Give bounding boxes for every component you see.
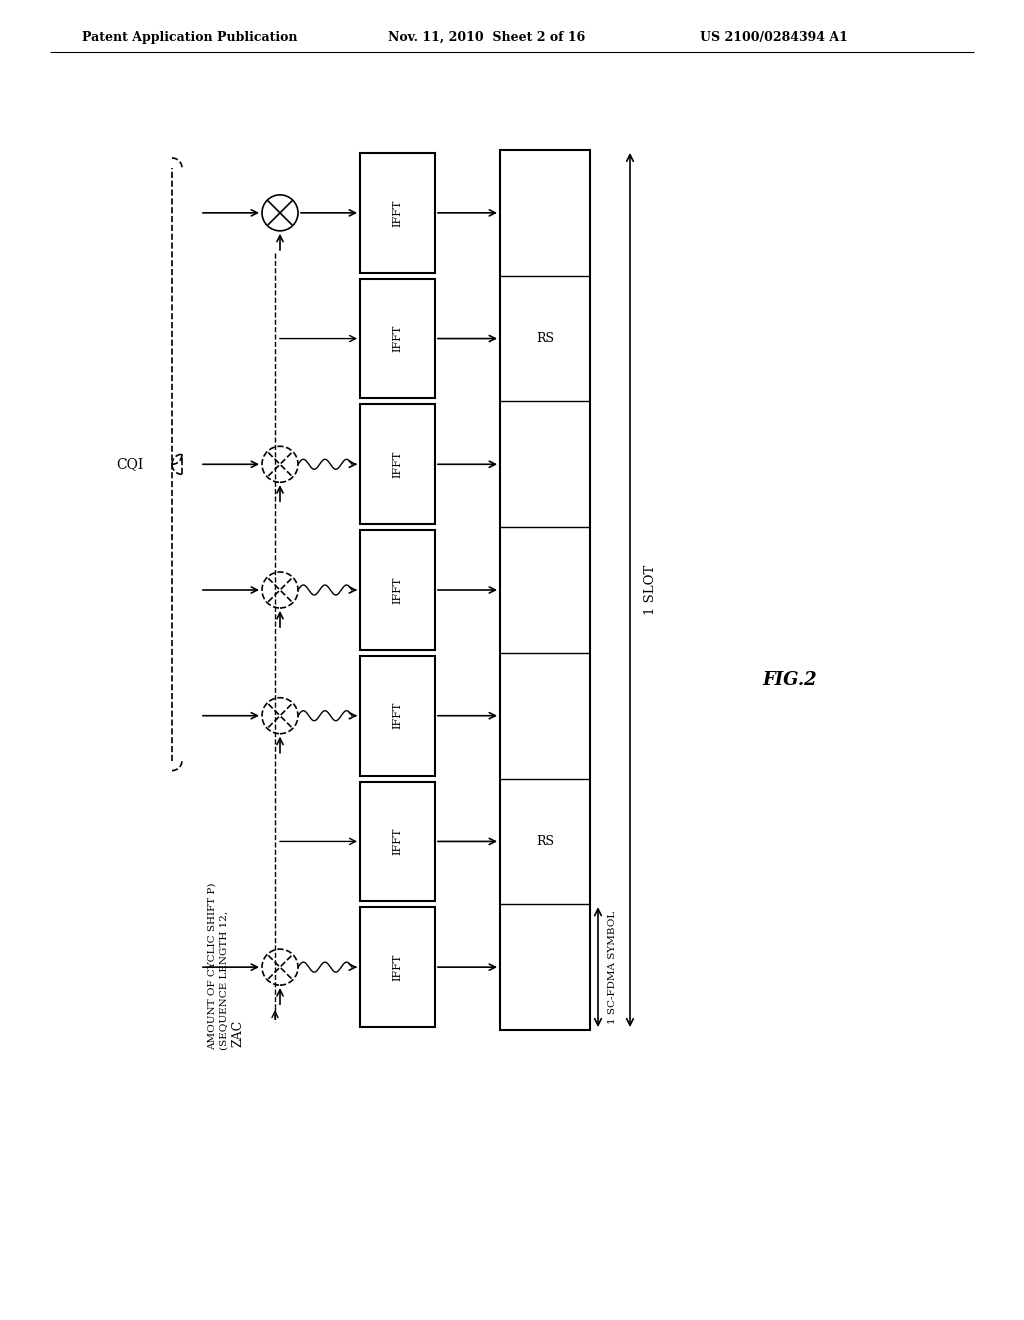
Text: IFFT: IFFT	[392, 577, 402, 603]
Text: RS: RS	[536, 836, 554, 847]
Bar	[360, 656, 435, 776]
Text: RS: RS	[536, 333, 554, 345]
Text: IFFT: IFFT	[392, 325, 402, 352]
Text: IFFT: IFFT	[392, 450, 402, 478]
Text: US 2100/0284394 A1: US 2100/0284394 A1	[700, 30, 848, 44]
Bar	[500, 150, 590, 1030]
Bar	[360, 907, 435, 1027]
Text: FIG.2: FIG.2	[763, 671, 817, 689]
Text: CQI: CQI	[117, 457, 143, 471]
Text: AMOUNT OF CYCLIC SHIFT P): AMOUNT OF CYCLIC SHIFT P)	[208, 883, 216, 1049]
Bar	[360, 404, 435, 524]
Text: ZAC: ZAC	[231, 1020, 245, 1047]
Text: 1 SC-FDMA SYMBOL: 1 SC-FDMA SYMBOL	[608, 911, 617, 1024]
Bar	[360, 279, 435, 399]
Text: (SEQUENCE LENGTH 12,: (SEQUENCE LENGTH 12,	[219, 911, 228, 1049]
Text: Patent Application Publication: Patent Application Publication	[82, 30, 298, 44]
Bar	[360, 531, 435, 649]
Bar	[360, 153, 435, 273]
Text: Nov. 11, 2010  Sheet 2 of 16: Nov. 11, 2010 Sheet 2 of 16	[388, 30, 586, 44]
Bar	[360, 781, 435, 902]
Text: 1 SLOT: 1 SLOT	[644, 565, 657, 615]
Text: IFFT: IFFT	[392, 953, 402, 981]
Text: IFFT: IFFT	[392, 828, 402, 855]
Text: IFFT: IFFT	[392, 702, 402, 730]
Text: IFFT: IFFT	[392, 199, 402, 227]
